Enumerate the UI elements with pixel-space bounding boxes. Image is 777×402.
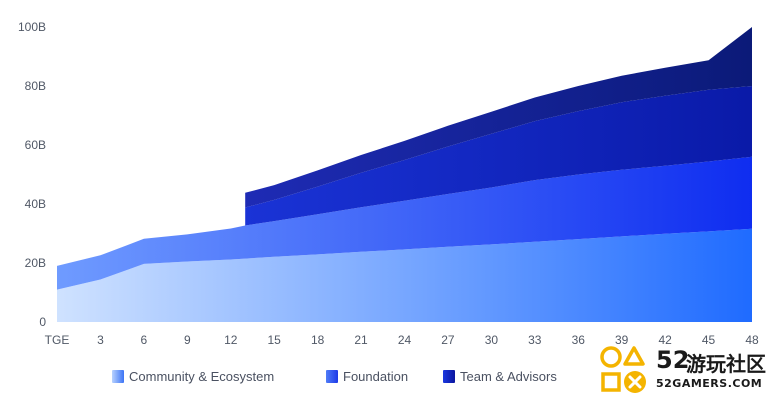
x-tick-label: 30 — [485, 333, 499, 347]
y-axis-ticks: 0 20B 40B 60B 80B 100B — [18, 20, 46, 329]
legend-label: Foundation — [343, 368, 409, 384]
x-tick-label: 12 — [224, 333, 238, 347]
area-series-4 — [245, 27, 752, 208]
legend-label: Community & Ecosystem — [129, 368, 275, 384]
area-series-2 — [57, 156, 752, 290]
gamepad-symbols-icon — [600, 346, 646, 393]
legend-swatch-team — [443, 369, 455, 383]
legend-item-community[interactable]: Community & Ecosystem — [112, 366, 274, 386]
legend-swatch-foundation — [326, 369, 338, 383]
x-tick-label: 6 — [141, 333, 148, 347]
legend-swatch-community — [112, 369, 124, 383]
x-axis-ticks: TGE 3 6 9 12 15 18 21 24 27 30 33 36 39 42 45 48 — [45, 333, 759, 347]
x-tick-label: 39 — [615, 333, 629, 347]
x-tick-label: 24 — [398, 333, 412, 347]
legend-label: Team & Advisors — [460, 368, 557, 384]
y-tick-label: 40B — [25, 197, 46, 211]
area-series-1 — [57, 228, 752, 322]
legend-item-foundation[interactable]: Foundation — [326, 366, 408, 386]
site-watermark: 52 游玩社区 52GAMERS.COM — [598, 344, 774, 396]
x-tick-label: 9 — [184, 333, 191, 347]
chart-legend: Community & Ecosystem Foundation Team & … — [0, 366, 777, 390]
x-tick-label: 27 — [441, 333, 455, 347]
legend-item-team-advisors[interactable]: Team & Advisors — [443, 366, 557, 386]
watermark-cn-text: 游玩社区 — [686, 352, 766, 376]
area-series-3 — [245, 86, 752, 226]
x-tick-label: 45 — [702, 333, 716, 347]
y-tick-label: 60B — [25, 138, 46, 152]
x-tick-label: 33 — [528, 333, 542, 347]
y-tick-label: 100B — [18, 20, 46, 34]
y-tick-label: 20B — [25, 256, 46, 270]
x-tick-label: 36 — [572, 333, 586, 347]
x-tick-label: 48 — [745, 333, 759, 347]
x-tick-label: 21 — [354, 333, 368, 347]
x-tick-label: TGE — [45, 333, 70, 347]
area-series-group — [57, 27, 752, 322]
y-tick-label: 0 — [39, 315, 46, 329]
watermark-domain: 52GAMERS.COM — [656, 377, 763, 390]
watermark-number: 52 — [656, 346, 690, 374]
x-tick-label: 3 — [97, 333, 104, 347]
x-tick-label: 18 — [311, 333, 325, 347]
x-tick-label: 42 — [658, 333, 672, 347]
x-tick-label: 15 — [268, 333, 282, 347]
y-tick-label: 80B — [25, 79, 46, 93]
